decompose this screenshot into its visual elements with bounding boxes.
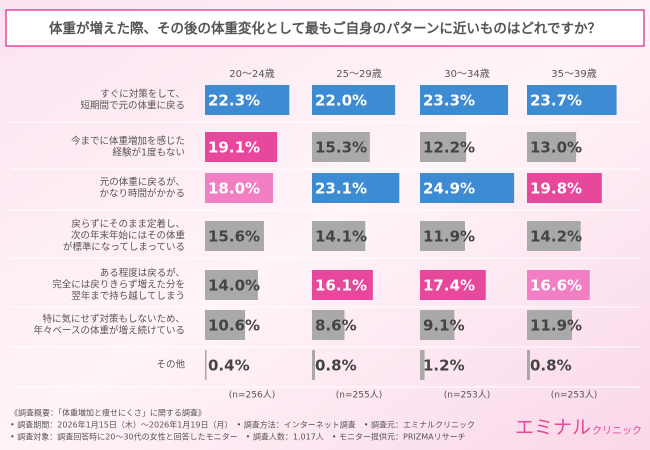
value-label: 15.6% xyxy=(208,228,260,246)
bar xyxy=(420,173,515,203)
value-label: 24.9% xyxy=(423,180,475,198)
row-label: 次の年末年始にはその体重 xyxy=(71,230,186,242)
row-label: 完全には戻りきらず増えた分を xyxy=(52,279,185,291)
bar xyxy=(205,173,274,203)
value-label: 16.1% xyxy=(315,277,367,295)
logo-main: エミナル xyxy=(515,417,591,439)
value-label: 13.0% xyxy=(530,139,582,157)
bar xyxy=(205,310,246,340)
row-label: 翌年まで持ち越してしまう xyxy=(71,290,185,302)
bar xyxy=(205,270,258,300)
bar xyxy=(312,173,400,203)
value-label: 0.4% xyxy=(208,357,250,375)
footnote: • 調査対象：調査回答時に20〜30代の女性と回答したモニター • 調査人数：1… xyxy=(10,432,466,442)
row-label: 短期間で元の体重に戻る xyxy=(80,99,185,111)
row-label: 特に気にせず対策もしないため、 xyxy=(42,313,185,325)
value-label: 14.1% xyxy=(315,228,367,246)
bar xyxy=(420,270,486,300)
sample-size: (n=255人) xyxy=(336,390,382,401)
value-label: 23.1% xyxy=(315,180,367,198)
value-label: 14.2% xyxy=(530,228,582,246)
value-label: 11.9% xyxy=(530,317,582,335)
value-label: 0.8% xyxy=(530,357,572,375)
value-label: 23.7% xyxy=(530,92,582,110)
bar xyxy=(205,85,290,115)
column-header: 30〜34歳 xyxy=(444,68,489,80)
bar xyxy=(205,221,264,251)
title-box xyxy=(5,9,645,47)
footnote: 《調査概要：「体重増加と痩せにくさ」に関する調査》 xyxy=(10,408,206,418)
row-label: 元の体重に戻るが、 xyxy=(100,176,185,188)
bar xyxy=(527,132,577,162)
bar xyxy=(312,85,396,115)
value-label: 11.9% xyxy=(423,228,475,246)
row-label: すぐに対策をして、 xyxy=(100,88,185,100)
bar xyxy=(312,132,370,162)
row-label: ある程度は戻るが、 xyxy=(100,267,185,279)
value-label: 9.1% xyxy=(423,317,465,335)
bar xyxy=(420,221,465,251)
bar xyxy=(420,85,509,115)
column-header: 25〜29歳 xyxy=(336,68,381,80)
bar xyxy=(205,132,278,162)
value-label: 23.3% xyxy=(423,92,475,110)
column-header: 20〜24歳 xyxy=(229,68,274,80)
logo-sub: クリニック xyxy=(592,425,642,437)
footnote: • 調査期間：2026年1月15日（木）〜2026年1月19日（月） • 調査方… xyxy=(10,420,475,430)
bar xyxy=(312,310,345,340)
value-label: 8.6% xyxy=(315,317,357,335)
row-label: 年々ベースの体重が増え続けている xyxy=(33,324,185,336)
value-label: 10.6% xyxy=(208,317,260,335)
value-label: 18.0% xyxy=(208,180,260,198)
bar xyxy=(527,221,581,251)
row-label: 戻らずにそのまま定着し、 xyxy=(71,218,185,230)
value-label: 12.2% xyxy=(423,139,475,157)
value-label: 22.0% xyxy=(315,92,367,110)
row-label: 経験が1度もない xyxy=(112,146,185,158)
chart-title: 体重が増えた際、その後の体重変化として最もご自身のパターンに近いものはどれですか… xyxy=(49,20,601,37)
value-label: 15.3% xyxy=(315,139,367,157)
sample-size: (n=253人) xyxy=(551,390,597,401)
row-label: その他 xyxy=(156,359,185,371)
value-label: 22.3% xyxy=(208,92,260,110)
value-label: 1.2% xyxy=(423,357,465,375)
sample-size: (n=256人) xyxy=(229,390,275,401)
bar xyxy=(420,310,455,340)
bar xyxy=(527,270,590,300)
row-label: 今までに体重増加を感じた xyxy=(71,135,185,147)
bar xyxy=(527,173,602,203)
column-header: 35〜39歳 xyxy=(551,68,596,80)
bar xyxy=(527,350,531,380)
bar xyxy=(420,350,425,380)
bar xyxy=(420,132,467,162)
bar xyxy=(312,350,316,380)
bar xyxy=(312,270,373,300)
value-label: 14.0% xyxy=(208,277,260,295)
bar xyxy=(205,350,207,380)
bar xyxy=(527,85,617,115)
value-label: 17.4% xyxy=(423,277,475,295)
row-label: が標準になってしまっている xyxy=(63,241,185,253)
bar xyxy=(312,221,366,251)
value-label: 16.6% xyxy=(530,277,582,295)
row-label: かなり時間がかかる xyxy=(99,187,185,199)
sample-size: (n=253人) xyxy=(444,390,490,401)
value-label: 0.8% xyxy=(315,357,357,375)
value-label: 19.1% xyxy=(208,139,260,157)
bar xyxy=(527,310,572,340)
value-label: 19.8% xyxy=(530,180,582,198)
